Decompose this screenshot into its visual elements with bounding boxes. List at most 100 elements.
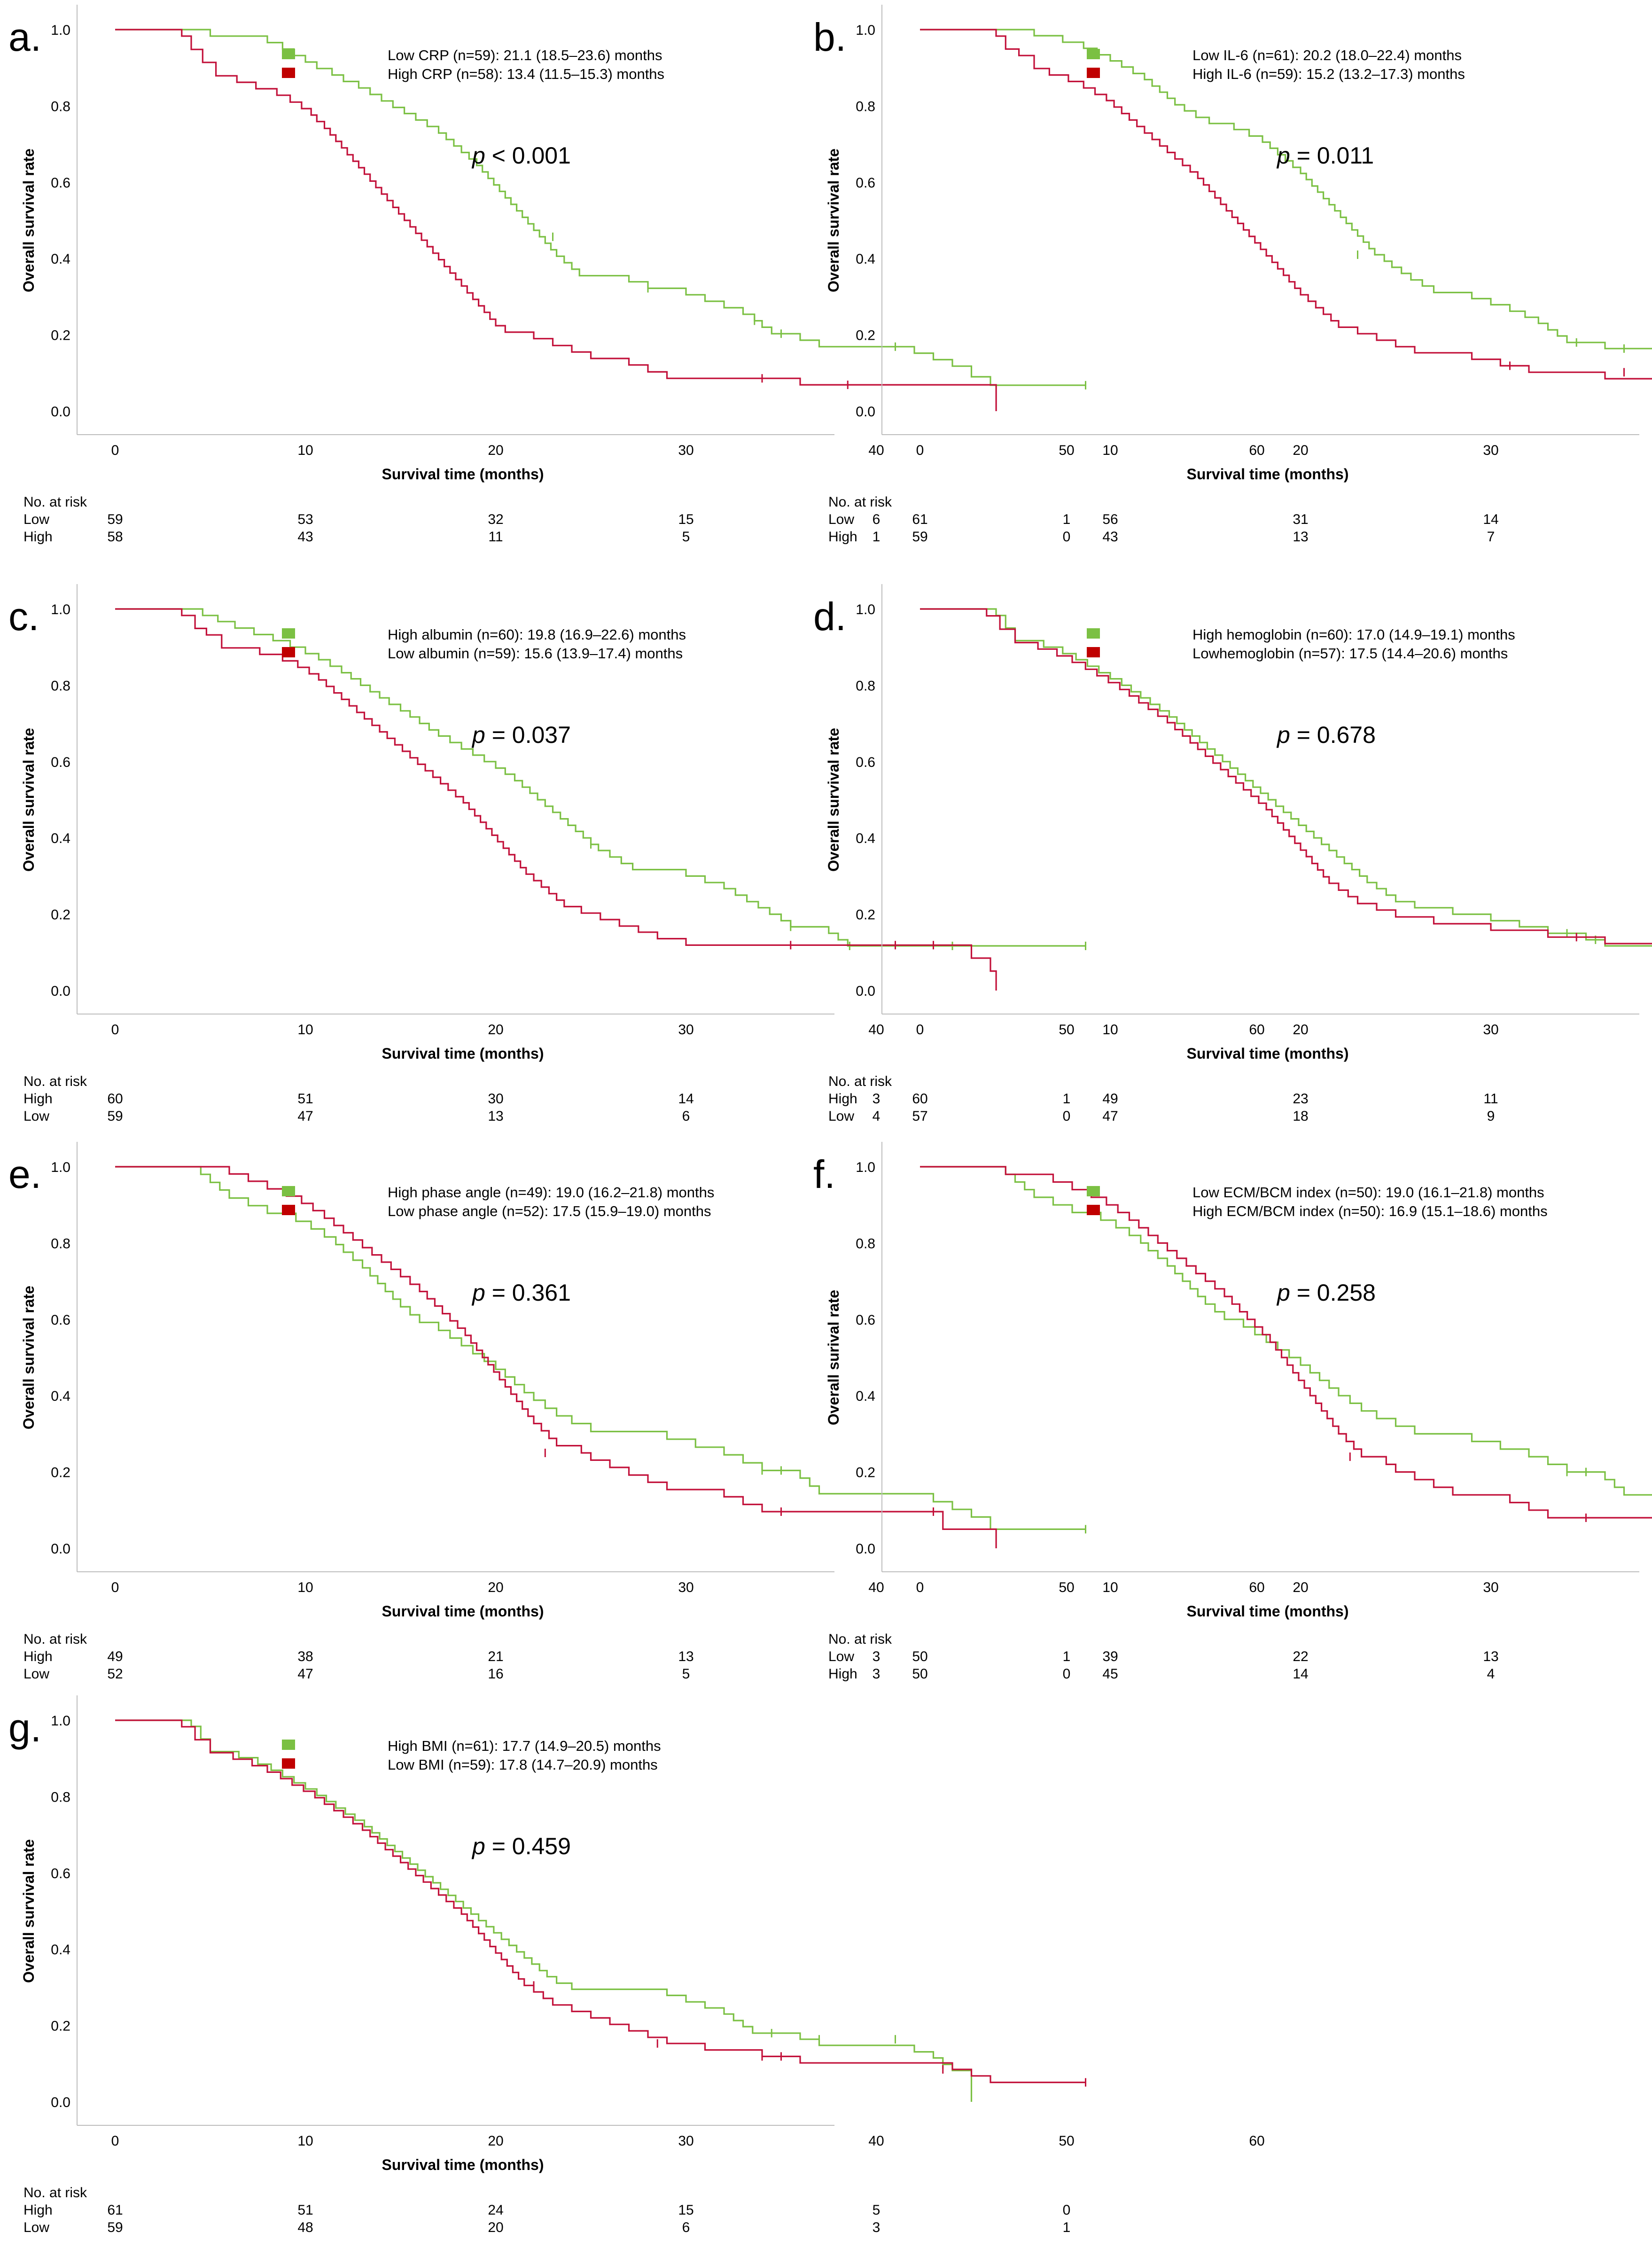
x-tick-label: 20 xyxy=(488,2133,503,2149)
p-value: p = 0.361 xyxy=(471,1280,571,1306)
risk-row-label: Low xyxy=(828,512,854,527)
risk-count: 61 xyxy=(107,2202,123,2218)
y-tick-label: 0.6 xyxy=(51,1866,70,1881)
p-symbol: p xyxy=(471,1280,485,1306)
km-panel-b: b.0.00.20.40.60.81.00102030405060Surviva… xyxy=(813,5,1652,545)
y-tick-label: 0.8 xyxy=(51,1789,70,1805)
risk-count: 56 xyxy=(1102,512,1118,527)
risk-count: 0 xyxy=(1063,1666,1071,1682)
y-tick-label: 1.0 xyxy=(51,602,70,617)
y-axis-label: Overall survival rate xyxy=(20,1286,37,1429)
p-value-text: = 0.678 xyxy=(1290,722,1376,748)
legend-swatch-red xyxy=(282,1205,295,1215)
risk-table-header: No. at risk xyxy=(23,1074,87,1089)
y-tick-label: 0.4 xyxy=(51,251,70,267)
risk-count: 51 xyxy=(297,1091,313,1107)
legend-entry: High phase angle (n=49): 19.0 (16.2–21.8… xyxy=(388,1184,714,1201)
y-tick-label: 0.2 xyxy=(51,328,70,343)
x-tick-label: 40 xyxy=(868,1022,884,1038)
x-axis-label: Survival time (months) xyxy=(1187,1603,1349,1620)
risk-row-label: Low xyxy=(828,1649,854,1664)
p-symbol: p xyxy=(471,142,485,169)
risk-count: 38 xyxy=(297,1649,313,1664)
p-symbol: p xyxy=(1276,1280,1290,1306)
risk-row-label: High xyxy=(828,529,857,545)
panel-letter: d. xyxy=(813,594,846,639)
x-tick-label: 30 xyxy=(678,2133,694,2149)
legend-entry: Low ECM/BCM index (n=50): 19.0 (16.1–21.… xyxy=(1192,1184,1544,1201)
risk-table-header: No. at risk xyxy=(828,1631,892,1647)
risk-table-header: No. at risk xyxy=(23,494,87,510)
risk-count: 50 xyxy=(912,1649,927,1664)
x-tick-label: 10 xyxy=(297,443,313,458)
risk-count: 1 xyxy=(1063,2220,1071,2235)
y-tick-label: 0.2 xyxy=(856,907,875,923)
y-tick-label: 0.0 xyxy=(856,983,875,999)
p-value: p = 0.037 xyxy=(471,722,571,748)
y-tick-label: 0.6 xyxy=(856,175,875,191)
legend-swatch-green xyxy=(1087,1186,1100,1196)
x-tick-label: 20 xyxy=(488,1022,503,1038)
p-symbol: p xyxy=(1276,722,1290,748)
risk-row-label: High xyxy=(828,1091,857,1107)
risk-row-label: High xyxy=(23,2202,53,2218)
risk-count: 4 xyxy=(873,1108,881,1124)
risk-count: 0 xyxy=(1063,529,1071,545)
survival-curve-green xyxy=(920,29,1652,350)
y-tick-label: 0.6 xyxy=(856,755,875,770)
survival-curve-red xyxy=(115,608,997,991)
p-value: p = 0.258 xyxy=(1276,1280,1376,1306)
x-axis-label: Survival time (months) xyxy=(382,1603,544,1620)
risk-count: 5 xyxy=(682,1666,690,1682)
legend-swatch-red xyxy=(1087,647,1100,657)
x-tick-label: 40 xyxy=(868,443,884,458)
y-axis-label: Overall survival rate xyxy=(825,148,842,292)
legend-entry: Low IL-6 (n=61): 20.2 (18.0–22.4) months xyxy=(1192,47,1462,63)
risk-count: 59 xyxy=(912,529,927,545)
y-tick-label: 0.4 xyxy=(51,831,70,846)
panel-letter: b. xyxy=(813,15,846,59)
legend-swatch-green xyxy=(282,1740,295,1750)
km-panel-d: d.0.00.20.40.60.81.00102030405060Surviva… xyxy=(813,584,1652,1124)
km-panel-f: f.0.00.20.40.60.81.00102030405060Surviva… xyxy=(813,1142,1652,1682)
x-tick-label: 0 xyxy=(111,2133,119,2149)
risk-count: 11 xyxy=(488,529,503,545)
risk-count: 48 xyxy=(297,2220,313,2235)
risk-count: 43 xyxy=(1102,529,1118,545)
survival-curve-green xyxy=(920,1166,1652,1496)
p-value-text: = 0.037 xyxy=(485,722,571,748)
risk-count: 0 xyxy=(1063,1108,1071,1124)
risk-table-header: No. at risk xyxy=(828,1074,892,1089)
risk-count: 47 xyxy=(1102,1108,1118,1124)
survival-curve-red xyxy=(920,29,1652,380)
risk-count: 39 xyxy=(1102,1649,1118,1664)
risk-count: 60 xyxy=(107,1091,123,1107)
p-value: p < 0.001 xyxy=(471,142,571,169)
risk-count: 49 xyxy=(107,1649,123,1664)
p-value-text: = 0.258 xyxy=(1290,1280,1376,1306)
x-axis-label: Survival time (months) xyxy=(1187,466,1349,483)
x-tick-label: 0 xyxy=(916,443,924,458)
y-tick-label: 0.2 xyxy=(51,1465,70,1481)
risk-count: 7 xyxy=(1487,529,1495,545)
risk-count: 13 xyxy=(1483,1649,1498,1664)
y-tick-label: 0.6 xyxy=(51,175,70,191)
x-axis-label: Survival time (months) xyxy=(382,1045,544,1062)
y-tick-label: 0.8 xyxy=(856,678,875,694)
survival-curve-green xyxy=(115,1166,1086,1530)
risk-count: 6 xyxy=(682,1108,690,1124)
risk-count: 50 xyxy=(912,1666,927,1682)
risk-count: 5 xyxy=(873,2202,881,2218)
risk-row-label: Low xyxy=(23,1666,49,1682)
x-tick-label: 50 xyxy=(1059,443,1074,458)
x-tick-label: 20 xyxy=(1293,1022,1308,1038)
x-axis-label: Survival time (months) xyxy=(382,2156,544,2173)
risk-count: 3 xyxy=(873,1649,881,1664)
legend-entry: High ECM/BCM index (n=50): 16.9 (15.1–18… xyxy=(1192,1203,1548,1219)
survival-curve-red xyxy=(920,608,1652,944)
legend-entry: High IL-6 (n=59): 15.2 (13.2–17.3) month… xyxy=(1192,66,1465,82)
y-tick-label: 1.0 xyxy=(856,23,875,38)
risk-count: 4 xyxy=(1487,1666,1495,1682)
legend-swatch-green xyxy=(282,628,295,639)
